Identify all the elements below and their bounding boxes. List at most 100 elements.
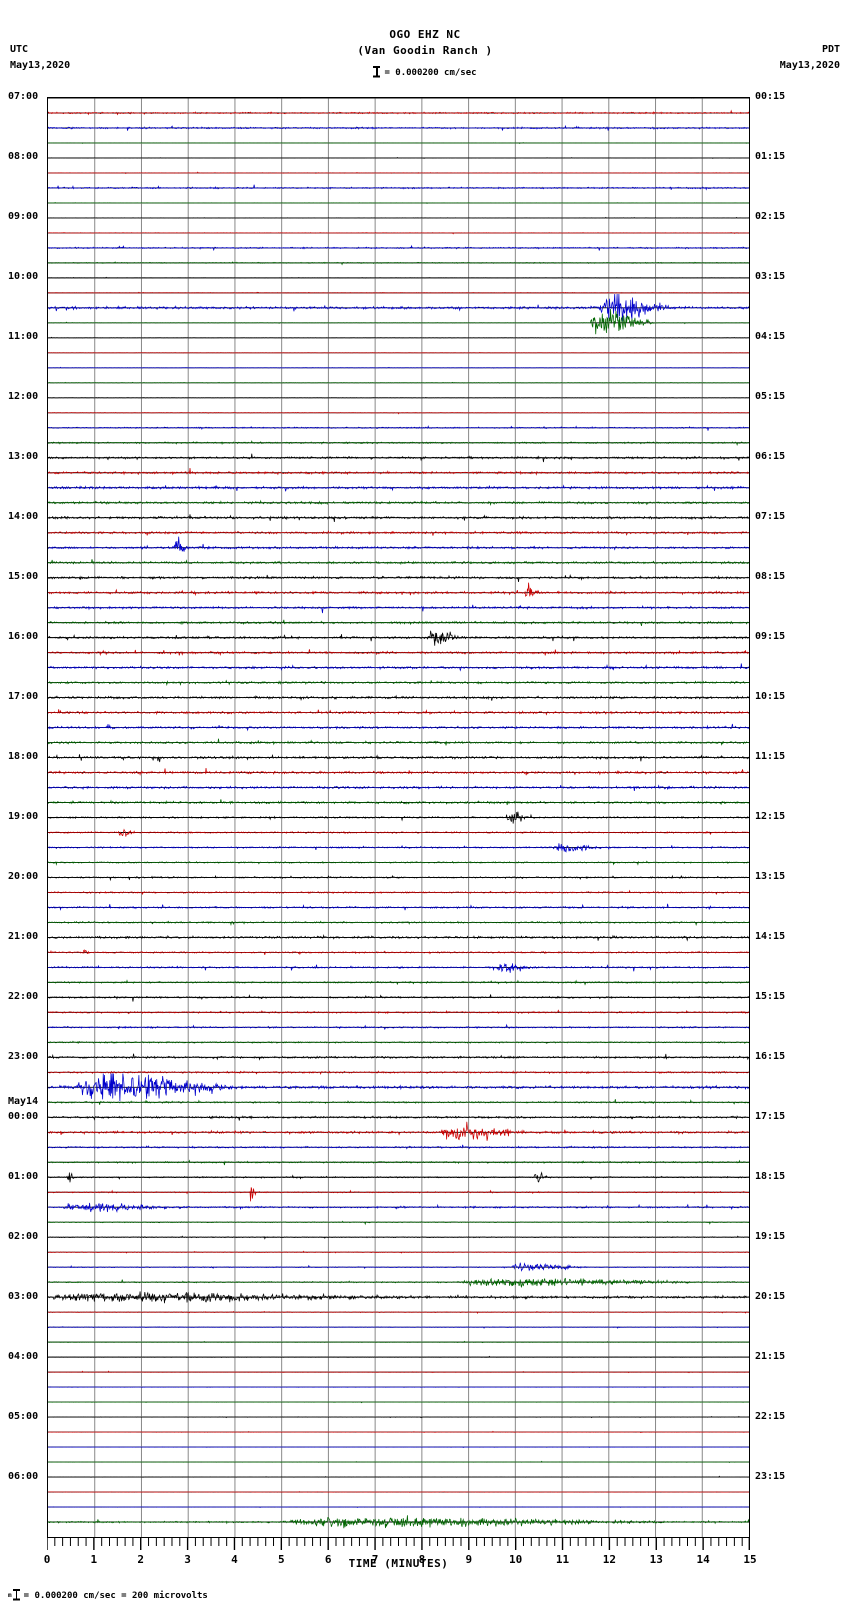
trace-row: [48, 513, 749, 522]
utc-time-label: 02:00: [8, 1231, 39, 1243]
trace-row: [48, 1370, 749, 1373]
utc-time-label: 21:00: [8, 931, 39, 943]
trace-row: [48, 1310, 749, 1314]
trace-row: [48, 1415, 749, 1418]
trace-row: [48, 753, 749, 762]
trace-row: [48, 1250, 749, 1254]
trace-row: [48, 1008, 749, 1014]
station-subtitle: (Van Goodin Ranch ): [357, 44, 493, 57]
trace-row: [48, 1053, 749, 1061]
trace-row: [48, 678, 749, 686]
trace-row: [48, 1460, 749, 1463]
trace-row: [48, 1505, 749, 1508]
trace-row: [48, 1385, 749, 1388]
trace-row: [48, 662, 749, 672]
trace-row: [48, 842, 749, 853]
pdt-time-label: 18:15: [755, 1171, 786, 1183]
x-tick-label: 1: [90, 1553, 98, 1566]
pdt-time-label: 20:15: [755, 1291, 786, 1303]
utc-time-label: 17:00: [8, 690, 39, 702]
trace-row: [48, 351, 749, 353]
trace-row: [48, 903, 749, 911]
pdt-time-label: 06:15: [755, 450, 786, 462]
trace-row: [48, 1121, 749, 1141]
trace-row: [48, 874, 749, 881]
trace-row: [48, 291, 749, 294]
x-tick-label: 8: [418, 1553, 426, 1566]
utc-time-label: 08:00: [8, 150, 39, 162]
trace-row: [48, 630, 749, 646]
trace-row: [48, 573, 749, 582]
trace-row: [48, 439, 749, 446]
trace-row: [48, 1186, 749, 1201]
pdt-time-label: 12:15: [755, 811, 786, 822]
trace-row: [48, 1072, 749, 1101]
trace-row: [48, 1514, 749, 1528]
trace-row: [48, 231, 749, 234]
utc-time-label: 18:00: [8, 750, 39, 762]
trace-row: [48, 783, 749, 791]
trace-row: [48, 1400, 749, 1403]
trace-row: [48, 396, 749, 399]
pdt-time-label: 11:15: [755, 750, 786, 762]
ibeam-scale-icon: [373, 66, 381, 77]
pdt-time-label: 16:15: [755, 1051, 786, 1063]
trace-row: [48, 827, 749, 837]
trace-row: [48, 1445, 749, 1448]
x-tick-label: 15: [743, 1553, 757, 1566]
trace-row: [48, 1114, 749, 1121]
x-tick-label: 14: [696, 1553, 710, 1566]
trace-row: [48, 124, 749, 131]
trace-row: [48, 260, 749, 266]
trace-row: [48, 244, 749, 251]
trace-row: [48, 499, 749, 506]
trace-row: [48, 366, 749, 369]
trace-row: [48, 381, 749, 384]
trace-row: [48, 582, 749, 597]
utc-time-label: 00:00: [8, 1111, 39, 1123]
trace-row: [48, 453, 749, 462]
trace-row: [48, 536, 749, 552]
x-tick-label: 11: [555, 1553, 570, 1566]
pdt-time-label: 05:15: [755, 390, 786, 402]
utc-time-label: 11:00: [8, 330, 39, 342]
left-date-label: May13,2020: [10, 60, 71, 71]
utc-time-label: May14: [8, 1096, 39, 1108]
trace-row: [48, 1340, 749, 1343]
pdt-time-label: 02:15: [755, 210, 786, 222]
utc-time-label: 20:00: [8, 871, 39, 883]
trace-row: [48, 860, 749, 866]
trace-row: [48, 1158, 749, 1165]
utc-time-label: 03:00: [8, 1291, 39, 1303]
x-tick-label: 6: [324, 1553, 332, 1566]
trace-row: [48, 723, 749, 731]
pdt-time-label: 17:15: [755, 1111, 786, 1123]
utc-time-label: 13:00: [8, 450, 39, 462]
trace-row: [48, 216, 749, 219]
pdt-time-label: 07:15: [755, 510, 786, 522]
utc-time-label: 14:00: [8, 510, 39, 522]
trace-row: [48, 1098, 749, 1105]
trace-row: [48, 948, 749, 955]
x-tick-label: 12: [602, 1553, 617, 1566]
trace-row: [48, 293, 749, 322]
footer-scale-text: = 0.000200 cm/sec = 200 microvolts: [23, 1591, 208, 1601]
trace-row: [48, 1490, 749, 1493]
trace-row: [48, 1430, 749, 1433]
footer-scale-note: m = 0.000200 cm/sec = 200 microvolts: [8, 1589, 208, 1601]
trace-row: [48, 1277, 749, 1287]
right-date-label: May13,2020: [779, 60, 840, 71]
trace-row: [48, 1202, 749, 1213]
trace-row: [48, 141, 749, 144]
trace-row: [48, 1355, 749, 1358]
x-tick-label: 2: [137, 1553, 145, 1566]
pdt-time-label: 15:15: [755, 991, 786, 1003]
trace-row: [48, 1220, 749, 1225]
trace-row: [48, 798, 749, 805]
left-timezone-label: UTC: [10, 44, 29, 55]
pdt-time-label: 08:15: [755, 570, 786, 582]
x-tick-label: 0: [43, 1553, 51, 1566]
utc-time-label: 04:00: [8, 1351, 39, 1363]
ibeam-scale-icon-footer: [12, 1589, 20, 1600]
pdt-time-label: 01:15: [755, 150, 786, 162]
